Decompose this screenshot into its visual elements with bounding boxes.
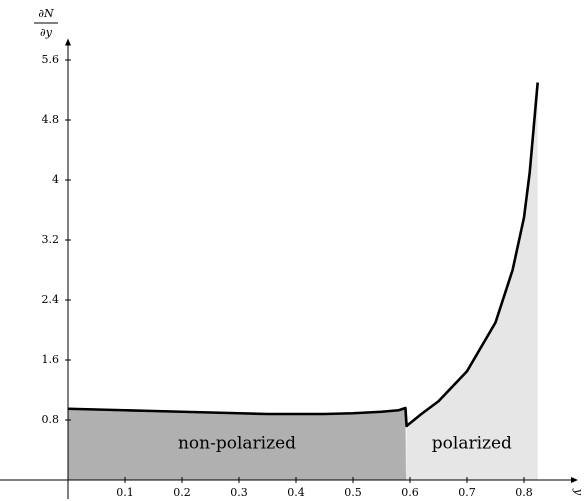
y-tick-label: 0.8 (42, 413, 60, 426)
x-tick-label: 0.4 (287, 486, 305, 499)
x-tick-label: 0.6 (401, 486, 419, 499)
y-tick-label: 2.4 (42, 293, 60, 306)
region-label: non-polarized (178, 434, 296, 454)
x-tick-label: 0.3 (230, 486, 248, 499)
curve (67, 82, 539, 428)
y-tick-label: 3.2 (42, 233, 60, 246)
y-tick-label: 4 (52, 173, 59, 186)
x-tick-label: 0.2 (173, 486, 191, 499)
region-area (68, 408, 407, 480)
x-tick-label: 0.1 (116, 486, 134, 499)
region-label: polarized (432, 434, 512, 454)
region-area (406, 82, 538, 480)
y-tick-label: 5.6 (42, 53, 60, 66)
x-label: y (572, 488, 584, 496)
x-tick-label: 0.5 (344, 486, 362, 499)
y-label-denominator: ∂y (40, 26, 53, 39)
y-tick-label: 1.6 (42, 353, 60, 366)
y-label-numerator: ∂N (38, 7, 54, 20)
x-tick-label: 0.7 (458, 486, 476, 499)
y-tick-label: 4.8 (42, 113, 60, 126)
x-tick-label: 0.8 (515, 486, 533, 499)
